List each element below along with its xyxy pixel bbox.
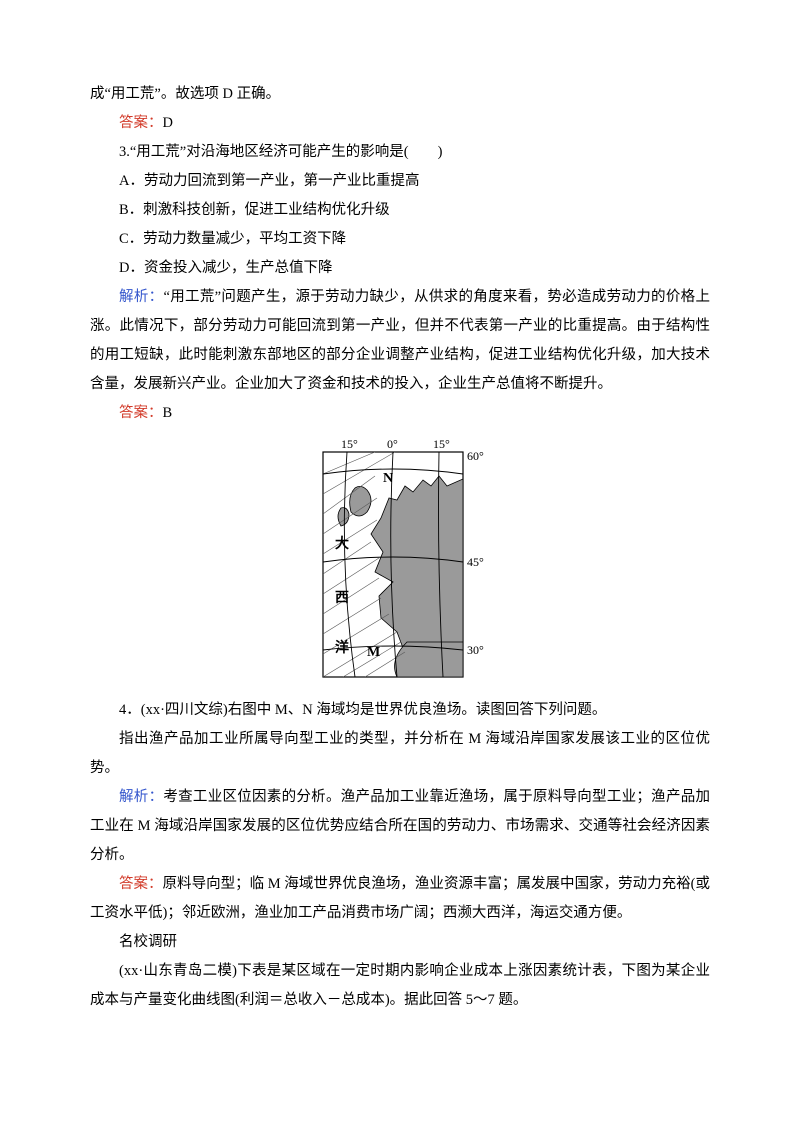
lat-label-60: 60° — [467, 449, 484, 463]
q3-analysis-text: “用工荒”问题产生，源于劳动力缺少，从供求的角度来看，势必造成劳动力的价格上涨。… — [90, 289, 710, 392]
q3-option-c: C．劳动力数量减少，平均工资下降 — [90, 225, 710, 254]
q3-option-a: A．劳动力回流到第一产业，第一产业比重提高 — [90, 167, 710, 196]
ocean-label-3: 洋 — [335, 639, 349, 656]
q2-answer: D — [163, 115, 173, 131]
ocean-label-1: 大 — [335, 535, 349, 552]
map-svg: 15° 0° 15° 60° 45° 30° 大 西 洋 N M — [305, 434, 495, 694]
label-N: N — [383, 471, 393, 486]
q3-analysis: 解析：“用工荒”问题产生，源于劳动力缺少，从供求的角度来看，势必造成劳动力的价格… — [90, 283, 710, 399]
q3-option-d: D．资金投入减少，生产总值下降 — [90, 254, 710, 283]
map-figure: 15° 0° 15° 60° 45° 30° 大 西 洋 N M — [90, 428, 710, 696]
q3-stem: 3.“用工荒”对沿海地区经济可能产生的影响是( ) — [90, 138, 710, 167]
prev-explanation-tail: 成“用工荒”。故选项 D 正确。 — [90, 80, 710, 109]
answer-label: 答案： — [119, 115, 163, 131]
analysis-label: 解析： — [119, 289, 163, 305]
lon-label-e15: 15° — [433, 437, 450, 451]
label-M: M — [367, 645, 380, 660]
q3-option-b: B．刺激科技创新，促进工业结构优化升级 — [90, 196, 710, 225]
lon-label-0: 0° — [387, 437, 398, 451]
lon-label-w15: 15° — [341, 437, 358, 451]
q4-analysis-text: 考查工业区位因素的分析。渔产品加工业靠近渔场，属于原料导向型工业；渔产品加工业在… — [90, 789, 710, 863]
q4-answer-text: 原料导向型；临 M 海域世界优良渔场，渔业资源丰富；属发展中国家，劳动力充裕(或… — [90, 876, 710, 921]
document-page: 成“用工荒”。故选项 D 正确。 答案：D 3.“用工荒”对沿海地区经济可能产生… — [0, 0, 800, 1132]
answer-label: 答案： — [119, 876, 163, 892]
lat-label-45: 45° — [467, 555, 484, 569]
q4-analysis: 解析：考查工业区位因素的分析。渔产品加工业靠近渔场，属于原料导向型工业；渔产品加… — [90, 783, 710, 870]
map-container: 15° 0° 15° 60° 45° 30° 大 西 洋 N M — [305, 434, 495, 694]
q2-answer-line: 答案：D — [90, 109, 710, 138]
q5-intro: (xx·山东青岛二模)下表是某区域在一定时期内影响企业成本上涨因素统计表，下图为… — [90, 957, 710, 1015]
ocean-label-2: 西 — [335, 590, 349, 606]
answer-label: 答案： — [119, 405, 163, 421]
q4-sub: 指出渔产品加工业所属导向型工业的类型，并分析在 M 海域沿岸国家发展该工业的区位… — [90, 725, 710, 783]
q4-stem: 4．(xx·四川文综)右图中 M、N 海域均是世界优良渔场。读图回答下列问题。 — [90, 696, 710, 725]
q4-answer: 答案：原料导向型；临 M 海域世界优良渔场，渔业资源丰富；属发展中国家，劳动力充… — [90, 870, 710, 928]
q3-answer: B — [163, 405, 173, 421]
lat-label-30: 30° — [467, 643, 484, 657]
analysis-label: 解析： — [119, 789, 163, 805]
section-subtitle: 名校调研 — [90, 928, 710, 957]
q3-answer-line: 答案：B — [90, 399, 710, 428]
